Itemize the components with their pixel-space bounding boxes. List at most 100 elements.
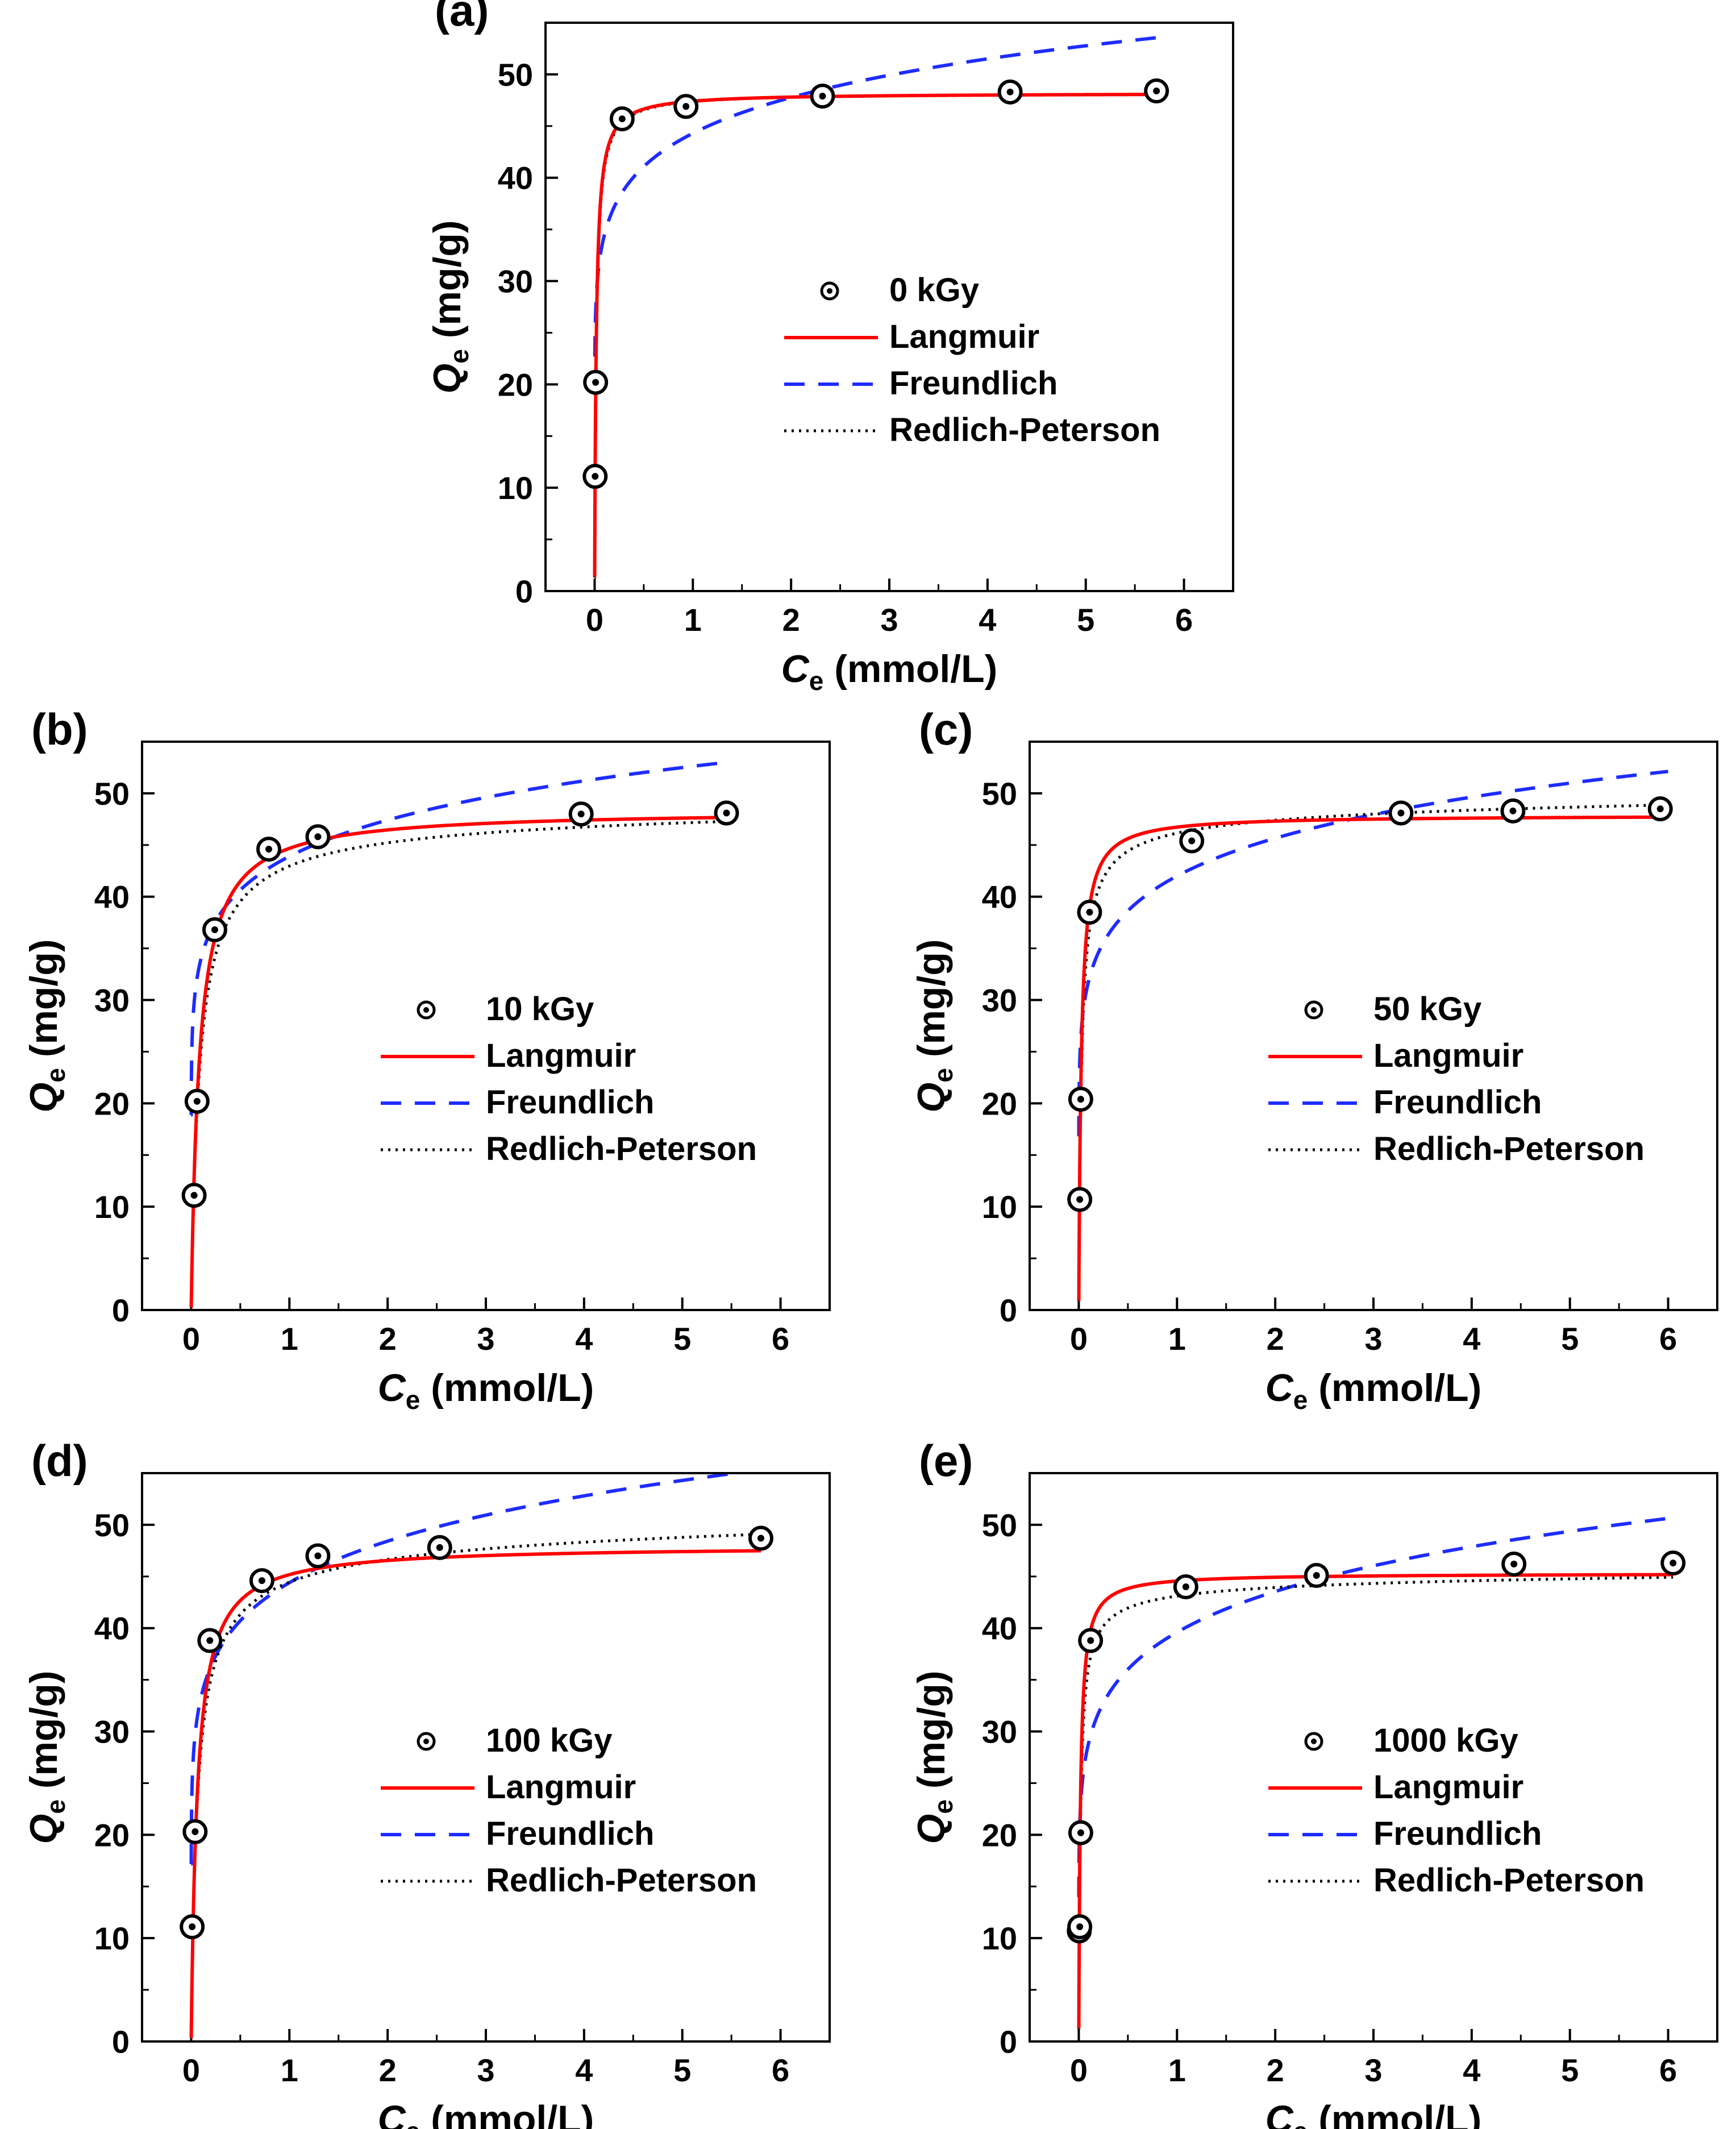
x-tick-label: 1: [1168, 1321, 1186, 1357]
data-point-dot: [1397, 809, 1405, 817]
data-point-dot: [211, 926, 218, 933]
legend-label: Redlich-Peterson: [486, 1130, 757, 1167]
data-point-dot: [1313, 1572, 1320, 1579]
data-point-dot: [1510, 1561, 1518, 1567]
x-tick-label: 5: [1561, 1321, 1579, 1357]
fit-line-langmuir: [1077, 1573, 1673, 2030]
data-point: [305, 1543, 331, 1569]
data-point-dot: [682, 103, 690, 110]
legend-label: Redlich-Peterson: [486, 1862, 757, 1899]
legend-label: Freundlich: [889, 365, 1058, 402]
data-point: [583, 369, 609, 395]
data-point: [202, 917, 227, 942]
legend: 50 kGy Langmuir Freundlich Redlich-Peterson: [1268, 991, 1645, 1167]
data-point: [1304, 1563, 1329, 1588]
legend-marker-dot: [423, 1007, 429, 1013]
data-point-dot: [1086, 909, 1093, 916]
y-tick-label: 40: [94, 1611, 130, 1646]
x-tick-label: 2: [379, 1321, 397, 1357]
data-point: [714, 800, 739, 826]
x-tick-label: 1: [684, 602, 702, 638]
data-point: [249, 1568, 274, 1594]
legend-label: 100 kGy: [486, 1722, 613, 1759]
panel-c: (c) 0 1 2 3 4 5 6 0 10 20 30 40 50 Ce (mmol/L) Qe (mg/g…: [910, 704, 1718, 1415]
y-axis-title: Qe (mg/g): [22, 939, 70, 1112]
data-point: [1068, 1820, 1093, 1845]
y-tick-label: 40: [94, 879, 130, 915]
legend: 1000 kGy Langmuir Freundlich Redlich-Peters…: [1268, 1722, 1645, 1899]
x-tick-label: 3: [880, 602, 898, 638]
x-tick-label: 4: [1463, 2052, 1480, 2088]
fit-line-redlich-peterson: [190, 820, 727, 1309]
y-tick-label: 10: [982, 1189, 1017, 1225]
y-tick-label: 40: [982, 879, 1017, 915]
data-point: [1647, 796, 1673, 822]
y-tick-label: 30: [94, 983, 130, 1018]
x-tick-label: 3: [1364, 2052, 1382, 2088]
legend-label: Langmuir: [486, 1037, 636, 1074]
x-axis-title: Ce (mmol/L): [1265, 1366, 1482, 1415]
legend-label: Langmuir: [889, 318, 1039, 355]
y-tick-label: 10: [94, 1920, 130, 1956]
data-point-dot: [191, 1828, 199, 1835]
legend-label: Redlich-Peterson: [889, 411, 1160, 448]
legend-label: 1000 kGy: [1373, 1722, 1518, 1759]
y-axis-unit: (mg/g): [910, 939, 953, 1068]
x-tick-label: 6: [1659, 2052, 1677, 2088]
fit-curves: [593, 35, 1160, 579]
data-point: [181, 1183, 207, 1208]
data-point-dot: [1182, 1583, 1189, 1590]
y-tick-label: 30: [498, 264, 533, 300]
legend-label: Langmuir: [1373, 1037, 1523, 1074]
data-point: [1388, 800, 1414, 826]
panel-e: (e) 0 1 2 3 4 5 6 0 10 20 30 40 50 Ce (mmol/L) Qe (mg/g…: [910, 1436, 1718, 2129]
data-point: [1067, 1187, 1093, 1212]
data-point: [1500, 798, 1526, 824]
data-point: [748, 1525, 773, 1551]
legend-marker-dot: [1311, 1007, 1317, 1013]
data-point-dot: [189, 1923, 196, 1931]
data-point-dot: [1188, 837, 1196, 845]
data-point-dot: [819, 93, 826, 100]
y-tick-label: 30: [94, 1714, 130, 1750]
fit-line-freundlich: [1077, 770, 1668, 1138]
data-point: [1660, 1550, 1686, 1576]
data-point-dot: [1076, 1196, 1084, 1203]
x-tick-label: 5: [673, 1321, 691, 1357]
x-axis-unit: (mmol/L): [823, 647, 997, 691]
data-point-dot: [1656, 805, 1664, 813]
data-point: [609, 106, 635, 132]
data-point-dot: [193, 1097, 201, 1105]
y-tick-label: 0: [112, 1292, 130, 1328]
data-point: [1144, 78, 1169, 103]
data-point-dot: [436, 1544, 443, 1551]
data-point-dot: [1077, 1829, 1084, 1836]
data-point-dot: [757, 1535, 764, 1542]
legend-label: Freundlich: [1373, 1815, 1542, 1852]
y-tick-label: 40: [498, 160, 533, 196]
y-axis-sub: e: [444, 349, 474, 364]
data-point: [1173, 1574, 1198, 1599]
x-axis-sub: e: [1293, 2116, 1308, 2129]
y-axis-var: Q: [22, 1083, 65, 1113]
x-axis-unit: (mmol/L): [1308, 2098, 1481, 2129]
data-point: [1179, 828, 1205, 854]
x-axis-var: C: [781, 647, 810, 691]
x-tick-label: 4: [575, 1321, 593, 1357]
data-point-dot: [1076, 1923, 1084, 1931]
panel-label: (c): [919, 704, 973, 754]
x-axis-var: C: [1265, 1366, 1294, 1409]
y-tick-label: 10: [94, 1189, 130, 1225]
y-tick-label: 20: [982, 1817, 1017, 1853]
data-point: [582, 464, 608, 489]
fit-line-langmuir: [1077, 815, 1668, 1302]
legend-marker-dot: [423, 1739, 429, 1744]
y-tick-label: 10: [982, 1920, 1017, 1956]
y-tick-label: 50: [498, 57, 533, 93]
y-axis-unit: (mg/g): [426, 220, 469, 349]
x-tick-label: 0: [586, 602, 603, 638]
y-axis-sub: e: [41, 1068, 70, 1083]
x-tick-label: 5: [673, 2052, 691, 2088]
data-point-dot: [190, 1192, 198, 1199]
